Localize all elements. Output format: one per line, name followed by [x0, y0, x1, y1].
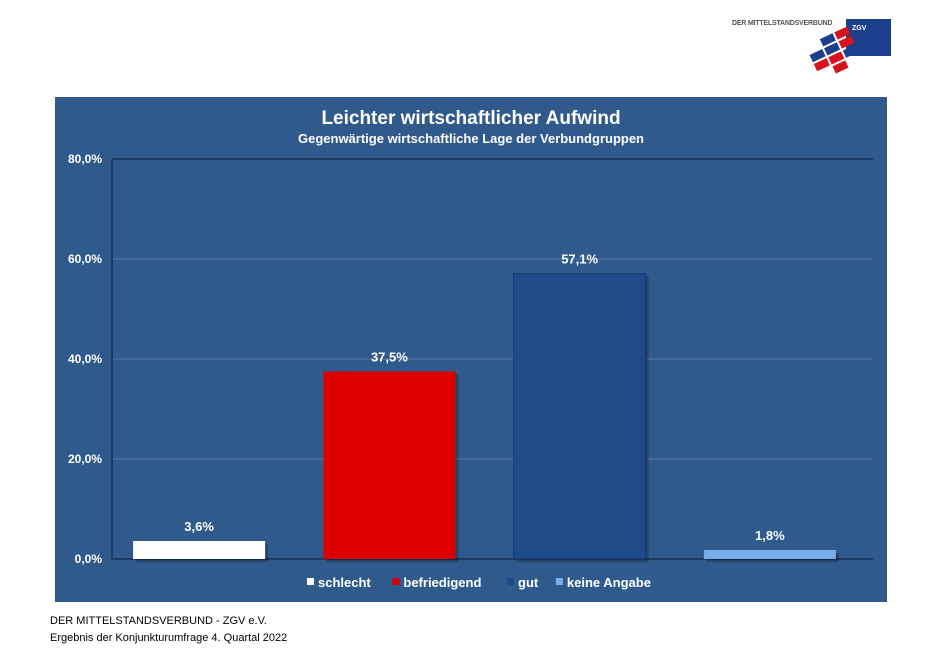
footer: DER MITTELSTANDSVERBUND - ZGV e.V. Ergeb…	[50, 613, 287, 647]
footer-survey-note: Ergebnis der Konjunkturumfrage 4. Quarta…	[50, 632, 288, 644]
footer-organization: DER MITTELSTANDSVERBUND - ZGV e.V.	[50, 615, 267, 627]
logo-text: DER MITTELSTANDSVERBUND	[732, 20, 833, 27]
y-tick-label: 60,0%	[68, 252, 102, 266]
logo-badge: ZGV	[852, 25, 867, 32]
y-tick-label: 20,0%	[68, 452, 102, 466]
legend-label: gut	[518, 575, 539, 590]
legend-swatch	[392, 578, 400, 585]
data-label: 1,8%	[755, 528, 785, 543]
bar-keine-angabe	[703, 550, 836, 559]
legend-swatch	[555, 578, 563, 585]
chart-title: Leichter wirtschaftlicher Aufwind	[321, 108, 620, 129]
legend-swatch	[507, 578, 514, 585]
bar-schlecht	[133, 541, 266, 559]
chart-panel: Leichter wirtschaftlicher Aufwind Gegenw…	[55, 97, 887, 602]
legend-label: keine Angabe	[567, 575, 651, 590]
y-tick-label: 80,0%	[68, 152, 102, 166]
logo-mark: ZGV	[809, 19, 891, 74]
legend-label: schlecht	[318, 575, 371, 590]
data-label: 37,5%	[371, 350, 408, 365]
y-tick-label: 0,0%	[75, 552, 103, 566]
data-label: 3,6%	[184, 519, 214, 534]
bar-gut	[513, 273, 647, 560]
bar-chart: Leichter wirtschaftlicher Aufwind Gegenw…	[68, 108, 873, 590]
y-tick-label: 40,0%	[68, 352, 102, 366]
legend-label: befriedigend	[403, 575, 481, 590]
data-label: 57,1%	[561, 252, 598, 267]
chart-subtitle: Gegenwärtige wirtschaftliche Lage der Ve…	[298, 131, 644, 146]
legend-swatch	[307, 578, 314, 585]
bar-befriedigend	[323, 371, 456, 559]
logo: DER MITTELSTANDSVERBUND ZGV	[700, 14, 900, 80]
